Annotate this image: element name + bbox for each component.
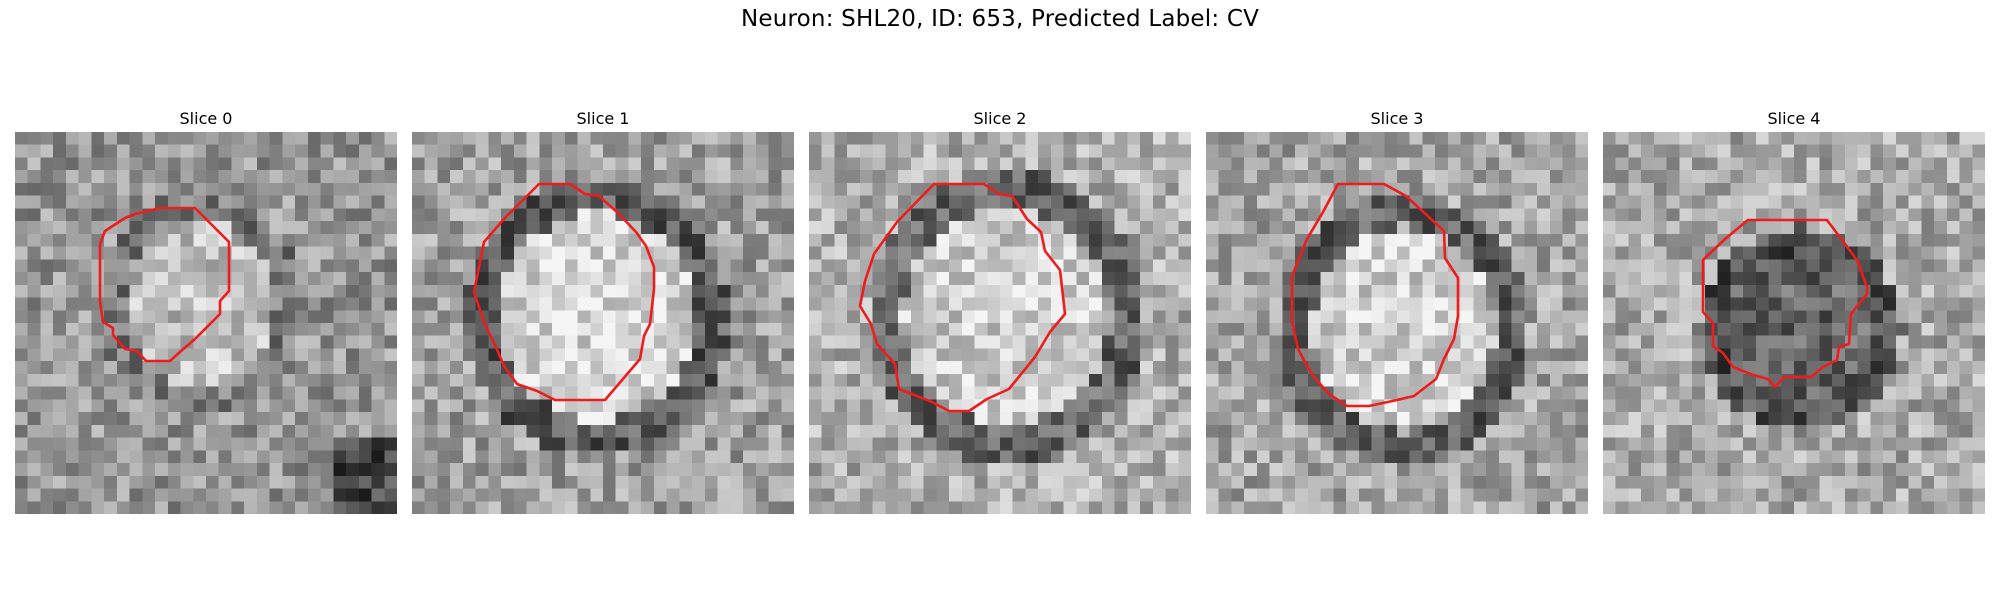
grayscale-image	[1206, 132, 1588, 514]
contour-overlay	[1701, 218, 1869, 389]
slice-panel-3: Slice 3	[1206, 110, 1588, 514]
cell-contour	[1701, 218, 1869, 389]
contour-overlay	[472, 182, 656, 402]
slice-title: Slice 1	[576, 109, 630, 128]
slice-title: Slice 3	[1370, 109, 1424, 128]
grayscale-image	[809, 132, 1191, 514]
contour-overlay	[858, 182, 1067, 413]
slice-panel-1: Slice 1	[412, 110, 794, 514]
slice-panel-2: Slice 2	[809, 110, 1191, 514]
grayscale-image	[412, 132, 794, 514]
cell-contour	[1290, 182, 1460, 408]
contour-overlay	[1290, 182, 1460, 408]
figure-title: Neuron: SHL20, ID: 653, Predicted Label:…	[740, 6, 1260, 32]
slice-panel-0: Slice 0	[15, 110, 397, 514]
cell-contour	[858, 182, 1067, 413]
slice-title: Slice 4	[1767, 109, 1821, 128]
slice-title: Slice 0	[179, 109, 233, 128]
grayscale-image	[15, 132, 397, 514]
slice-title: Slice 2	[973, 109, 1027, 128]
cell-contour	[98, 206, 231, 363]
slice-panel-4: Slice 4	[1603, 110, 1985, 514]
cell-contour	[472, 182, 656, 402]
grayscale-image	[1603, 132, 1985, 514]
contour-overlay	[98, 206, 231, 363]
